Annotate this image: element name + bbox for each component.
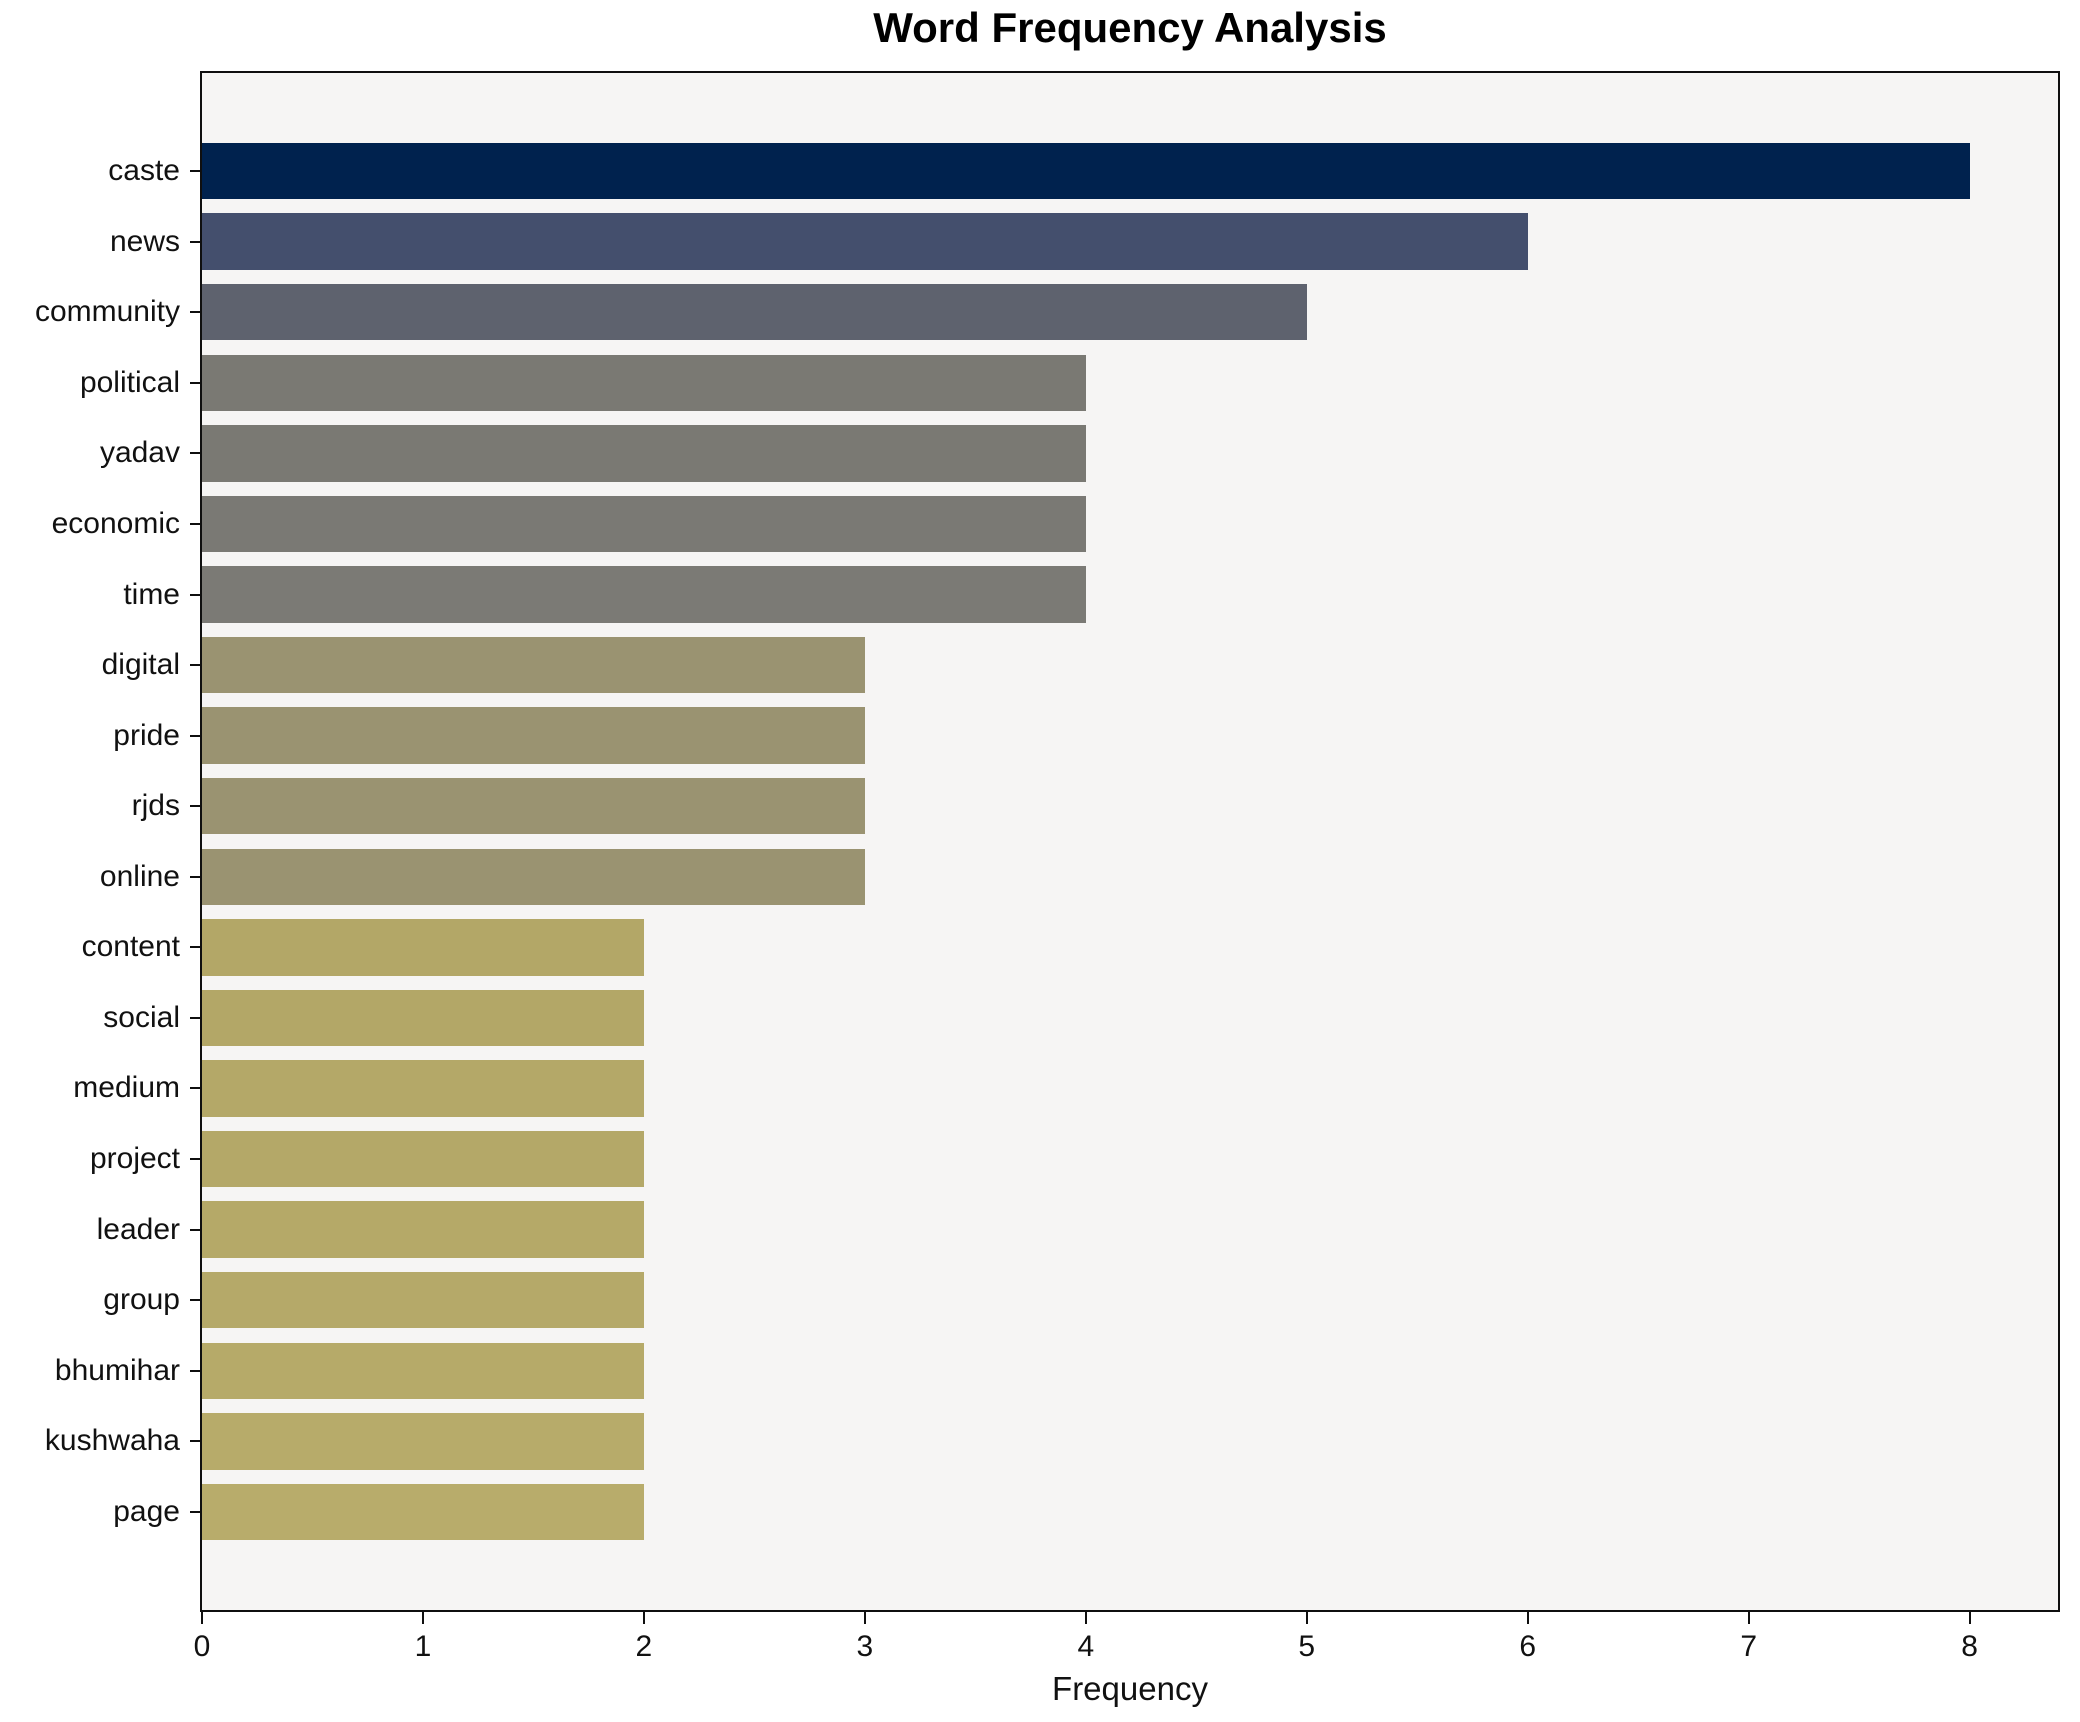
x-tick-mark [863, 1612, 866, 1624]
y-axis-label: rjds [131, 789, 180, 823]
bar-political [202, 354, 1086, 412]
bar-medium [202, 1060, 644, 1117]
x-tick-mark [1084, 1612, 1087, 1624]
y-axis-label: community [34, 295, 180, 329]
y-tick-mark [190, 593, 200, 596]
bar-page [202, 1483, 644, 1541]
bar-rjds [202, 777, 865, 835]
y-axis-label: page [113, 1494, 180, 1528]
y-axis-label: kushwaha [44, 1424, 180, 1458]
x-tick-mark [642, 1612, 645, 1624]
bar-economic [202, 495, 1086, 553]
bar-kushwaha [202, 1413, 644, 1470]
y-axis-label: yadav [99, 436, 180, 470]
y-tick-mark [190, 522, 200, 525]
x-tick-mark [1747, 1612, 1750, 1624]
x-tick-mark [201, 1612, 203, 1624]
x-tick-label: 7 [1740, 1630, 1757, 1663]
y-axis-label: caste [108, 154, 180, 188]
y-tick-mark [190, 452, 200, 455]
y-axis-label: time [123, 577, 180, 611]
y-axis-label: pride [113, 718, 180, 752]
y-axis-label: medium [73, 1071, 180, 1105]
y-axis-label: economic [51, 506, 180, 540]
y-axis-label: group [103, 1283, 180, 1317]
x-tick-label: 5 [1298, 1630, 1316, 1663]
y-axis-label: political [79, 365, 180, 399]
y-axis-label: social [103, 1000, 180, 1034]
y-tick-mark [190, 1440, 200, 1443]
bar-news [202, 213, 1528, 270]
x-tick-label: 1 [414, 1630, 432, 1663]
x-tick-mark [1305, 1612, 1308, 1624]
x-tick-label: 6 [1519, 1630, 1537, 1663]
y-axis-label: content [81, 930, 180, 964]
y-tick-mark [190, 1369, 200, 1372]
y-tick-mark [190, 946, 200, 949]
y-axis-label: bhumihar [54, 1353, 180, 1387]
bar-group [202, 1271, 644, 1329]
y-tick-mark [190, 240, 200, 243]
y-tick-mark [190, 1299, 200, 1302]
x-tick-mark [1968, 1612, 1971, 1624]
y-axis-label: leader [96, 1212, 180, 1246]
y-tick-mark [190, 875, 200, 878]
x-tick-mark [1526, 1612, 1529, 1624]
y-tick-mark [190, 1016, 200, 1019]
y-tick-mark [190, 1158, 200, 1161]
x-axis-title: Frequency [1052, 1670, 1208, 1707]
bar-bhumihar [202, 1342, 644, 1399]
bar-project [202, 1130, 644, 1188]
y-tick-mark [190, 170, 200, 173]
y-axis-label: project [89, 1142, 180, 1176]
x-tick-label: 4 [1077, 1630, 1095, 1663]
y-axis: caste news community political yadav economic… [0, 71, 200, 1612]
x-tick-label: 3 [856, 1630, 874, 1663]
bar-online [202, 848, 865, 905]
y-tick-mark [190, 664, 200, 667]
y-axis-label: digital [101, 648, 180, 682]
chart-title: Word Frequency Analysis [873, 4, 1387, 51]
bar-yadav [202, 425, 1086, 482]
y-tick-mark [190, 1228, 200, 1231]
bar-digital [202, 636, 865, 694]
bar-time [202, 566, 1086, 623]
x-tick-mark [421, 1612, 424, 1624]
x-tick-label: 2 [635, 1630, 653, 1663]
y-axis-label: news [109, 224, 180, 258]
x-tick-label: 8 [1961, 1630, 1978, 1663]
y-tick-mark [190, 734, 200, 737]
bar-caste [202, 142, 1970, 200]
y-axis-label: online [99, 859, 180, 893]
y-tick-mark [190, 1510, 200, 1513]
y-tick-mark [190, 381, 200, 384]
bar-community [202, 284, 1307, 341]
plot-area [200, 71, 2060, 1612]
bar-social [202, 989, 644, 1047]
x-axis: Frequency 0 1 2 3 4 5 6 7 8 [194, 1612, 2060, 1722]
bar-content [202, 919, 644, 976]
bar-leader [202, 1201, 644, 1258]
y-tick-mark [190, 1087, 200, 1090]
y-tick-mark [190, 311, 200, 314]
x-tick-label: 0 [193, 1630, 211, 1663]
y-tick-mark [190, 805, 200, 808]
bar-pride [202, 707, 865, 764]
